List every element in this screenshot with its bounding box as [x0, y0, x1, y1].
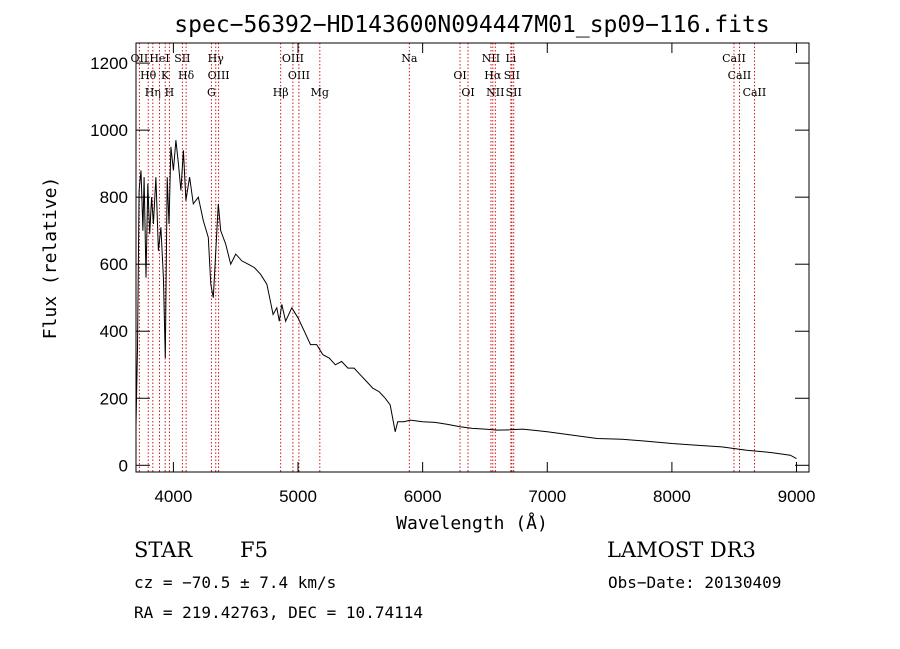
y-tick-label: 200	[100, 389, 128, 408]
line-marker-label: NII	[482, 52, 500, 65]
line-marker-label: Na	[401, 52, 418, 65]
coordinates: RA = 219.42763, DEC = 10.74114	[134, 603, 423, 622]
x-tick-label: 9000	[778, 487, 816, 506]
x-axis-label: Wavelength (Å)	[396, 512, 548, 534]
y-tick-label: 600	[100, 255, 128, 274]
line-marker-label: OII	[131, 52, 149, 65]
emission-line-markers: OIIHθHηHeIKHSIIHδGHγOIIIHβOIIIOIIIMgNaOI…	[131, 43, 767, 472]
line-marker-label: CaII	[722, 52, 746, 65]
line-marker-label: OIII	[282, 52, 304, 65]
line-marker-label: Mg	[311, 86, 329, 99]
x-tick-label: 5000	[279, 487, 317, 506]
line-marker-label: OI	[453, 69, 466, 82]
y-tick-label: 400	[100, 322, 128, 341]
object-subclass: F5	[240, 538, 268, 562]
y-tick-label: 1000	[90, 121, 128, 140]
line-marker-label: Li	[505, 52, 516, 65]
line-marker-label: Hη	[145, 86, 161, 99]
plot-frame	[135, 42, 810, 473]
line-marker-label: CaII	[743, 86, 767, 99]
y-tick-label: 0	[119, 456, 128, 475]
line-marker-label: G	[207, 86, 216, 99]
line-marker-label: Hδ	[178, 69, 195, 82]
line-marker-label: SII	[506, 86, 522, 99]
y-axis-label: Flux (relative)	[40, 177, 61, 340]
x-tick-label: 8000	[653, 487, 691, 506]
x-tick-label: 6000	[404, 487, 442, 506]
line-marker-label: H	[165, 86, 175, 99]
line-marker-label: SII	[504, 69, 520, 82]
flux-series-line	[135, 140, 797, 460]
survey-name: LAMOST DR3	[607, 538, 756, 562]
line-marker-label: HeI	[149, 52, 169, 65]
line-marker-label: CaII	[728, 69, 752, 82]
line-marker-label: SII	[174, 52, 190, 65]
line-marker-label: NII	[486, 86, 504, 99]
y-tick-label: 800	[100, 188, 128, 207]
redshift-value: cz = −70.5 ± 7.4 km/s	[134, 573, 337, 592]
line-marker-label: OI	[461, 86, 474, 99]
observation-date: Obs−Date: 20130409	[608, 573, 782, 592]
axis-ticks: 4000 5000 6000 7000 8000 9000 0 200 400 600 800 100…	[90, 43, 815, 506]
chart-title: spec−56392−HD143600N094447M01_sp09−116.f…	[174, 12, 769, 38]
line-marker-label: OIII	[288, 69, 310, 82]
line-marker-label: OIII	[208, 69, 230, 82]
object-class: STAR	[134, 538, 193, 562]
line-marker-label: Hβ	[273, 86, 289, 99]
y-tick-label: 1200	[90, 54, 128, 73]
line-marker-label: Hθ	[140, 69, 157, 82]
line-marker-label: Hα	[484, 69, 502, 82]
x-tick-label: 4000	[154, 487, 192, 506]
line-marker-label: K	[161, 69, 170, 82]
x-tick-label: 7000	[528, 487, 566, 506]
line-marker-label: Hγ	[208, 52, 225, 65]
